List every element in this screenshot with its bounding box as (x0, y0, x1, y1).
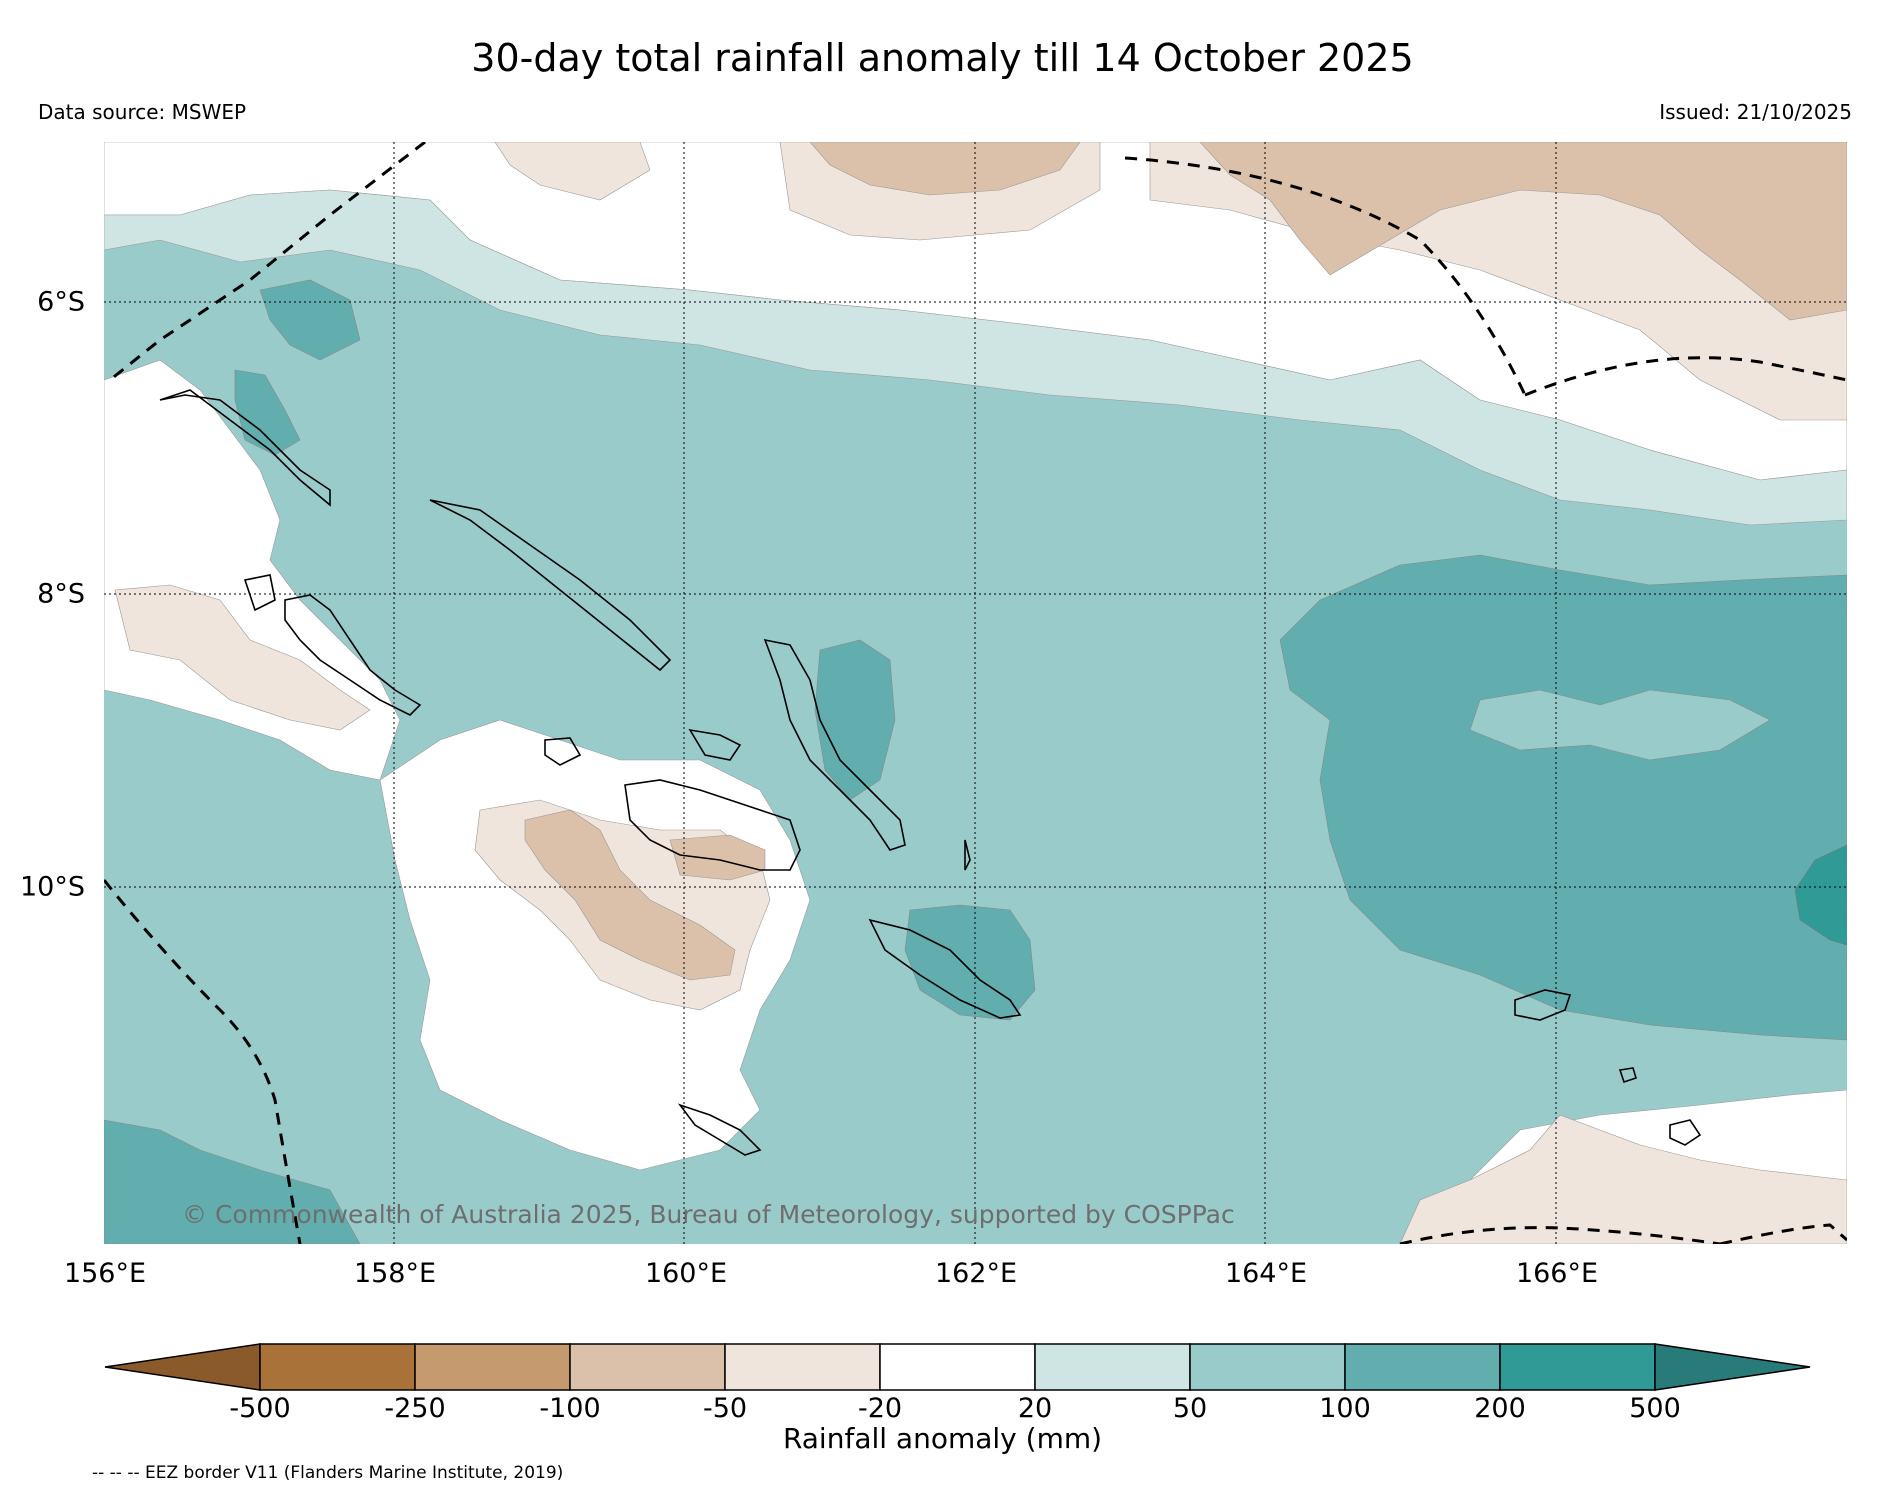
coastlines (159, 389, 1702, 1156)
issued-date-label: Issued: 21/10/2025 (1659, 100, 1852, 124)
colorbar-tick-label: -100 (539, 1393, 601, 1424)
lat-label: 6°S (37, 286, 85, 318)
colorbar-tick-label: -20 (857, 1393, 903, 1424)
colorbar-swatch (1034, 1343, 1191, 1391)
eez-legend-note: -- -- -- EEZ border V11 (Flanders Marine… (92, 1463, 564, 1483)
colorbar-tick-label: 100 (1319, 1393, 1371, 1424)
colorbar-tick-label: 500 (1629, 1393, 1681, 1424)
lon-label: 166°E (1515, 1258, 1599, 1289)
lon-label: 158°E (353, 1258, 437, 1289)
colorbar-tick-label: 50 (1172, 1393, 1208, 1424)
anomaly-moderate-hole-east (1469, 689, 1771, 761)
lon-label: 162°E (934, 1258, 1018, 1289)
colorbar-tick-label: -250 (384, 1393, 446, 1424)
eez-borders (104, 142, 1847, 1244)
colorbar-tick-label: 200 (1474, 1393, 1526, 1424)
graticule (104, 142, 1847, 1244)
lon-label: 156°E (63, 1258, 147, 1289)
anomaly-wet-southwest (104, 1119, 361, 1244)
colorbar (104, 1343, 1811, 1391)
data-source-label: Data source: MSWEP (38, 100, 247, 124)
map-title: 30-day total rainfall anomaly till 14 Oc… (471, 36, 1414, 80)
anomaly-very-wet-east (1794, 844, 1847, 946)
anomaly-wet-patch-west2 (234, 369, 301, 456)
colorbar-swatch (569, 1343, 726, 1391)
anomaly-dry-northwest (494, 142, 651, 201)
colorbar-swatch (259, 1343, 416, 1391)
anomaly-wet-east (1279, 554, 1847, 1041)
colorbar-title: Rainfall anomaly (mm) (782, 1422, 1103, 1455)
colorbar-extend-high (1654, 1343, 1811, 1391)
lat-label: 10°S (20, 871, 85, 903)
anomaly-dry-center-core (524, 809, 736, 981)
lat-label: 8°S (37, 578, 85, 610)
lon-label: 160°E (644, 1258, 728, 1289)
colorbar-swatch (1189, 1343, 1346, 1391)
anomaly-dry-west (114, 584, 371, 731)
colorbar-tick-label: -50 (702, 1393, 748, 1424)
anomaly-dry-northeast-core (1199, 142, 1847, 321)
colorbar-tick-label: -500 (229, 1393, 291, 1424)
colorbar-swatch (1344, 1343, 1501, 1391)
anomaly-wet-islands (814, 639, 896, 801)
colorbar-tick-label: 20 (1017, 1393, 1053, 1424)
colorbar-swatch (879, 1343, 1036, 1391)
anomaly-white-west (104, 359, 401, 781)
anomaly-dry-north-center-core (809, 142, 1081, 196)
map-area (104, 142, 1847, 1244)
anomaly-dry-south (1399, 1114, 1847, 1244)
copyright-notice: © Commonwealth of Australia 2025, Bureau… (182, 1200, 1235, 1229)
lon-label: 164°E (1224, 1258, 1308, 1289)
colorbar-swatch (724, 1343, 881, 1391)
colorbar-extend-low (104, 1343, 261, 1391)
anomaly-wet-band-west (259, 279, 361, 361)
colorbar-swatch (1499, 1343, 1656, 1391)
colorbar-swatch (414, 1343, 571, 1391)
